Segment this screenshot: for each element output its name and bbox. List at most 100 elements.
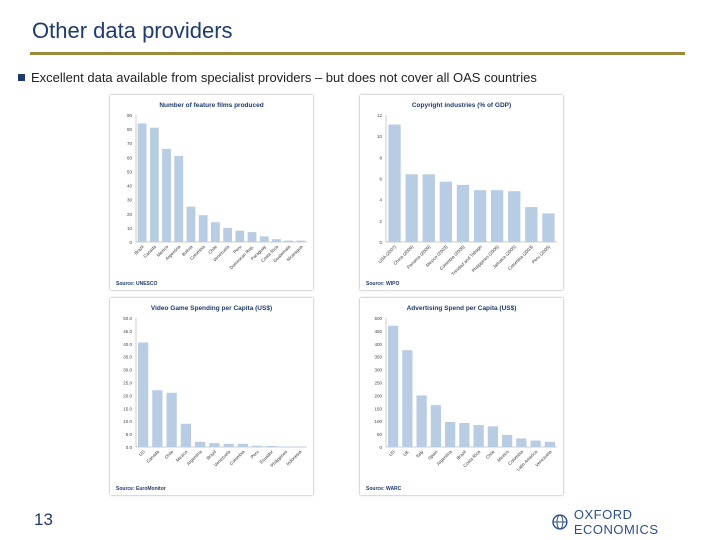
- chart3-xtick: US: [388, 449, 396, 457]
- chart1-bar: [388, 124, 401, 242]
- chart1-bar: [525, 207, 538, 242]
- chart2-bar: [209, 443, 220, 447]
- chart3-ytick: 200: [374, 393, 382, 398]
- chart-panel-advertising-spend: Advertising Spend per Capita (US$) 0 50 100…: [360, 298, 563, 495]
- chart-advertising-spend: Advertising Spend per Capita (US$) 0 50 100…: [366, 305, 557, 492]
- chart3-ytick: 300: [374, 368, 382, 373]
- chart3-ytick: 250: [374, 381, 382, 386]
- title-underline: [30, 52, 685, 55]
- chart2-xtick: Canada: [145, 449, 160, 464]
- chart2-ytick: 40.0: [123, 342, 132, 347]
- chart3-bar: [530, 440, 541, 447]
- chart3-bar: [416, 395, 427, 447]
- chart1-bar: [490, 190, 504, 242]
- chart2-ytick: 35.0: [123, 355, 132, 360]
- chart1-ytick: 0: [379, 240, 382, 245]
- chart0-bar: [210, 222, 220, 242]
- chart3-ytick: 400: [374, 342, 382, 347]
- chart0-bar: [223, 227, 233, 242]
- chart3-xtick: Spain: [427, 449, 439, 461]
- chart0-bar: [186, 206, 196, 242]
- chart3-ytick: 50: [377, 432, 383, 437]
- chart0-bar: [137, 123, 147, 242]
- globe-icon: [552, 514, 568, 530]
- page-number: 13: [34, 510, 53, 529]
- chart1-bar: [439, 181, 453, 242]
- chart3-bar: [473, 425, 484, 447]
- chart1-bar: [405, 174, 418, 242]
- chart2-ytick: 0.0: [126, 445, 133, 450]
- chart3-ytick: 350: [374, 355, 382, 360]
- logo-text: OXFORD ECONOMICS: [573, 507, 659, 537]
- chart1-bar: [456, 184, 470, 242]
- chart0-bar: [149, 127, 159, 242]
- chart3-bar: [444, 421, 456, 447]
- chart0-xtick: Chile: [207, 244, 218, 255]
- chart-video-game-spending: Video Game Spending per Capita (US$) 0.0 5…: [116, 305, 307, 492]
- chart0-bar: [296, 240, 306, 242]
- chart3-bar: [387, 325, 399, 447]
- chart3-xtick: Italy: [415, 449, 425, 459]
- chart2-xtick: Peru: [250, 449, 261, 460]
- chart2-ytick: 15.0: [123, 406, 132, 411]
- slide-title: Other data providers: [32, 18, 233, 43]
- chart-feature-films: Number of feature films produced 0 10 20 30 4…: [116, 102, 307, 287]
- chart0-ytick: 30: [127, 198, 133, 203]
- chart2-ytick: 30.0: [123, 368, 132, 373]
- chart-panel-copyright-industries: Copyright industries (% of GDP) 0 2 4 6 8 10 12…: [360, 95, 563, 290]
- chart3-bar: [430, 405, 442, 447]
- chart2-source: Source: EuroMonitor: [116, 486, 166, 492]
- chart2-ytick: 25.0: [123, 381, 132, 386]
- chart3-bar: [516, 438, 527, 447]
- chart2-xtick: US: [138, 449, 146, 457]
- chart3-xtick: Argentina: [436, 449, 454, 467]
- chart0-bar: [235, 230, 245, 242]
- chart1-bar: [508, 191, 521, 242]
- chart2-ytick: 10.0: [123, 419, 132, 424]
- chart2-ytick: 20.0: [123, 393, 132, 398]
- chart2-bar: [180, 423, 192, 447]
- chart0-bar: [272, 239, 281, 242]
- chart3-bar: [459, 423, 470, 447]
- chart1-title: Copyright industries (% of GDP): [412, 102, 511, 109]
- chart0-bar: [259, 236, 269, 242]
- chart1-source: Source: WIPO: [366, 281, 399, 287]
- chart0-bar: [198, 215, 208, 242]
- chart0-bar: [162, 148, 171, 242]
- chart3-ytick: 0: [379, 445, 382, 450]
- chart2-bar: [251, 445, 263, 447]
- chart3-bar: [487, 426, 499, 447]
- chart3-ytick: 450: [374, 329, 382, 334]
- chart1-ytick: 12: [377, 113, 383, 118]
- chart0-ytick: 80: [127, 127, 133, 132]
- chart1-bar: [473, 190, 487, 242]
- chart3-bar: [544, 441, 556, 447]
- chart2-xtick: Brazil: [206, 449, 218, 461]
- chart1-xtick: Peru (2005): [531, 244, 552, 265]
- chart-panel-video-game-spending: Video Game Spending per Capita (US$) 0.0 5…: [110, 298, 313, 495]
- chart3-ytick: 500: [374, 316, 382, 321]
- chart0-ytick: 60: [127, 155, 133, 160]
- chart3-xtick: Brazil: [456, 449, 468, 461]
- chart2-title: Video Game Spending per Capita (US$): [151, 305, 272, 312]
- chart2-bar: [223, 443, 234, 447]
- chart2-bar: [152, 390, 163, 447]
- chart1-ytick: 10: [377, 134, 383, 139]
- bullet-marker-icon: [18, 74, 25, 81]
- chart1-ytick: 8: [379, 155, 382, 160]
- chart2-ytick: 5.0: [126, 432, 133, 437]
- chart1-ytick: 2: [379, 219, 382, 224]
- chart3-bar: [402, 350, 413, 447]
- chart0-xtick: Peru: [232, 244, 243, 255]
- chart3-source: Source: WARC: [366, 486, 402, 492]
- chart3-xtick: Chile: [485, 449, 496, 460]
- chart2-xtick: Indonesia: [285, 449, 303, 467]
- chart0-xtick: Brazil: [133, 244, 145, 256]
- chart0-bar: [174, 155, 184, 242]
- chart-copyright-industries: Copyright industries (% of GDP) 0 2 4 6 8 10 12…: [366, 102, 557, 287]
- chart2-ytick: 50.0: [123, 316, 132, 321]
- chart0-source: Source: UNESCO: [116, 281, 158, 287]
- chart0-ytick: 10: [127, 226, 133, 231]
- chart0-bar: [284, 240, 294, 242]
- chart2-bar: [266, 445, 277, 447]
